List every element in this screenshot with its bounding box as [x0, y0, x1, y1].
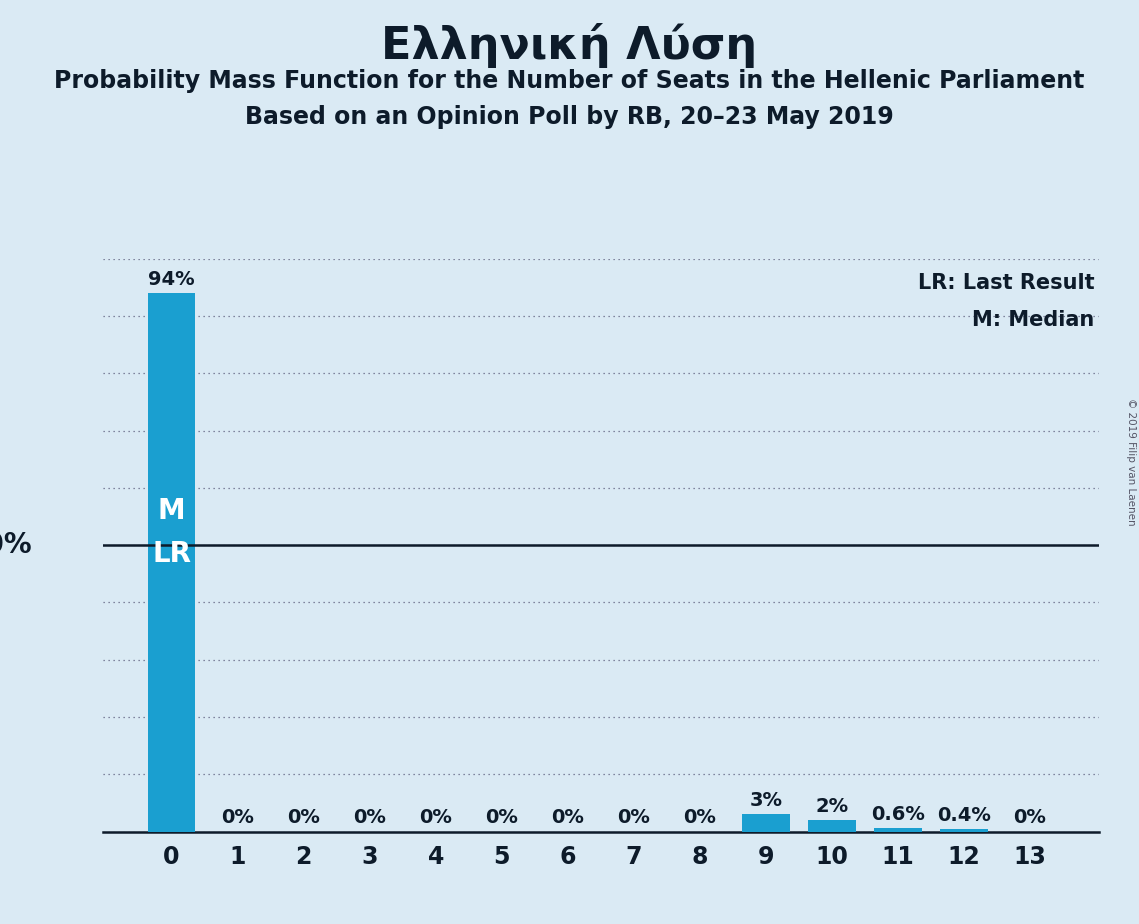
Text: 50%: 50% — [0, 531, 33, 559]
Text: 2%: 2% — [816, 796, 849, 816]
Text: M: M — [158, 497, 186, 525]
Text: Ελληνική Λύση: Ελληνική Λύση — [382, 23, 757, 68]
Text: 0%: 0% — [485, 808, 518, 827]
Text: 0%: 0% — [617, 808, 650, 827]
Text: LR: LR — [153, 540, 191, 568]
Text: M: Median: M: Median — [972, 310, 1095, 330]
Text: 0%: 0% — [353, 808, 386, 827]
Bar — [148, 293, 196, 832]
Text: 0%: 0% — [1014, 808, 1047, 827]
Text: 3%: 3% — [749, 791, 782, 809]
Text: 0.4%: 0.4% — [937, 806, 991, 825]
Bar — [875, 828, 921, 832]
Text: 0%: 0% — [221, 808, 254, 827]
Text: 0%: 0% — [419, 808, 452, 827]
Text: 0%: 0% — [551, 808, 584, 827]
Text: © 2019 Filip van Laenen: © 2019 Filip van Laenen — [1126, 398, 1136, 526]
Text: 0.6%: 0.6% — [871, 805, 925, 823]
Text: 0%: 0% — [287, 808, 320, 827]
Text: Based on an Opinion Poll by RB, 20–23 May 2019: Based on an Opinion Poll by RB, 20–23 Ma… — [245, 105, 894, 129]
Text: Probability Mass Function for the Number of Seats in the Hellenic Parliament: Probability Mass Function for the Number… — [55, 69, 1084, 93]
Bar — [743, 814, 789, 832]
Bar — [941, 830, 988, 832]
Text: LR: Last Result: LR: Last Result — [918, 274, 1095, 293]
Bar — [809, 821, 855, 832]
Text: 0%: 0% — [683, 808, 716, 827]
Text: 94%: 94% — [148, 270, 195, 288]
